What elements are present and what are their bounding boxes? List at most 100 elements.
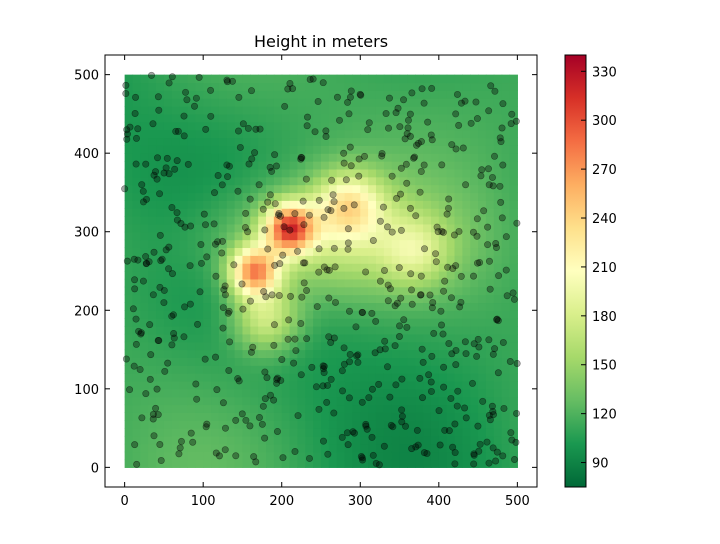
surface-cell bbox=[258, 208, 267, 217]
surface-cell bbox=[375, 271, 385, 280]
surface-cell bbox=[171, 451, 181, 461]
surface-cell bbox=[352, 373, 361, 382]
surface-cell bbox=[281, 208, 291, 217]
surface-cell bbox=[446, 333, 456, 343]
surface-cell bbox=[321, 396, 330, 406]
surface-cell bbox=[438, 318, 448, 327]
surface-cell bbox=[234, 239, 244, 249]
surface-cell bbox=[132, 373, 141, 382]
surface-cell bbox=[203, 247, 212, 256]
surface-cell bbox=[328, 82, 338, 91]
surface-cell bbox=[242, 129, 251, 139]
surface-cell bbox=[360, 129, 369, 139]
surface-cell bbox=[156, 145, 165, 154]
surface-cell bbox=[305, 113, 314, 123]
data-point bbox=[414, 139, 422, 147]
surface-cell bbox=[250, 428, 259, 437]
surface-cell bbox=[273, 396, 283, 406]
surface-cell bbox=[203, 286, 212, 296]
surface-cell bbox=[438, 349, 448, 358]
surface-cell bbox=[124, 412, 134, 421]
surface-cell bbox=[289, 333, 299, 343]
surface-cell bbox=[462, 302, 471, 311]
surface-cell bbox=[368, 239, 377, 249]
data-point bbox=[416, 374, 424, 382]
surface-cell bbox=[218, 82, 228, 91]
surface-cell bbox=[273, 302, 283, 311]
surface-cell bbox=[360, 161, 369, 170]
surface-cell bbox=[148, 357, 157, 366]
surface-cell bbox=[313, 302, 322, 311]
surface-cell bbox=[478, 231, 487, 241]
surface-cell bbox=[163, 74, 173, 84]
surface-cell bbox=[266, 153, 275, 162]
surface-cell bbox=[478, 74, 487, 84]
data-point bbox=[498, 124, 506, 132]
surface-cell bbox=[226, 161, 236, 170]
data-point bbox=[244, 228, 252, 236]
surface-cell bbox=[148, 412, 157, 421]
surface-cell bbox=[485, 451, 495, 461]
surface-cell bbox=[478, 129, 487, 139]
surface-cell bbox=[273, 451, 283, 461]
surface-cell bbox=[470, 271, 479, 280]
data-point bbox=[197, 259, 205, 267]
surface-cell bbox=[391, 357, 401, 366]
surface-cell bbox=[250, 153, 259, 162]
data-point bbox=[169, 311, 177, 319]
surface-cell bbox=[281, 357, 291, 366]
surface-cell bbox=[344, 365, 354, 374]
surface-cell bbox=[242, 333, 251, 343]
data-point bbox=[320, 365, 328, 373]
surface-cell bbox=[195, 325, 204, 335]
surface-cell bbox=[124, 396, 134, 406]
colorbar-tick-label: 120 bbox=[592, 408, 617, 423]
surface-cell bbox=[132, 90, 141, 99]
surface-cell bbox=[485, 263, 495, 272]
surface-cell bbox=[352, 145, 361, 154]
surface-cell bbox=[266, 412, 275, 421]
surface-cell bbox=[368, 443, 377, 453]
surface-cell bbox=[218, 208, 228, 217]
surface-cell bbox=[211, 176, 220, 186]
data-point bbox=[123, 130, 131, 138]
surface-cell bbox=[234, 145, 244, 154]
surface-cell bbox=[493, 318, 503, 327]
surface-cell bbox=[328, 106, 338, 115]
surface-cell bbox=[297, 263, 306, 272]
surface-cell bbox=[478, 98, 487, 107]
data-point bbox=[224, 309, 232, 317]
data-point bbox=[510, 295, 518, 303]
surface-cell bbox=[203, 302, 212, 311]
surface-cell bbox=[321, 318, 330, 327]
surface-cell bbox=[258, 231, 267, 241]
surface-cell bbox=[423, 184, 432, 194]
surface-cell bbox=[375, 208, 385, 217]
data-point bbox=[410, 153, 418, 161]
surface-cell bbox=[383, 420, 393, 429]
surface-cell bbox=[485, 388, 495, 398]
surface-cell bbox=[124, 208, 134, 217]
surface-cell bbox=[289, 192, 299, 201]
data-point bbox=[372, 459, 380, 467]
surface-cell bbox=[148, 404, 157, 413]
surface-cell bbox=[383, 168, 393, 178]
data-point bbox=[304, 113, 312, 121]
data-point bbox=[246, 297, 254, 305]
data-point bbox=[497, 198, 505, 206]
data-point bbox=[438, 321, 446, 329]
x-tick-label: 500 bbox=[505, 494, 530, 509]
surface-cell bbox=[399, 168, 408, 178]
surface-cell bbox=[430, 255, 440, 264]
surface-cell bbox=[179, 310, 189, 319]
surface-cell bbox=[415, 137, 424, 146]
surface-cell bbox=[430, 380, 440, 390]
surface-cell bbox=[148, 420, 157, 429]
surface-cell bbox=[226, 318, 236, 327]
surface-cell bbox=[203, 318, 212, 327]
surface-cell bbox=[132, 263, 141, 272]
surface-cell bbox=[407, 168, 416, 178]
surface-cell bbox=[273, 161, 283, 170]
surface-cell bbox=[156, 271, 165, 280]
surface-cell bbox=[375, 176, 385, 186]
